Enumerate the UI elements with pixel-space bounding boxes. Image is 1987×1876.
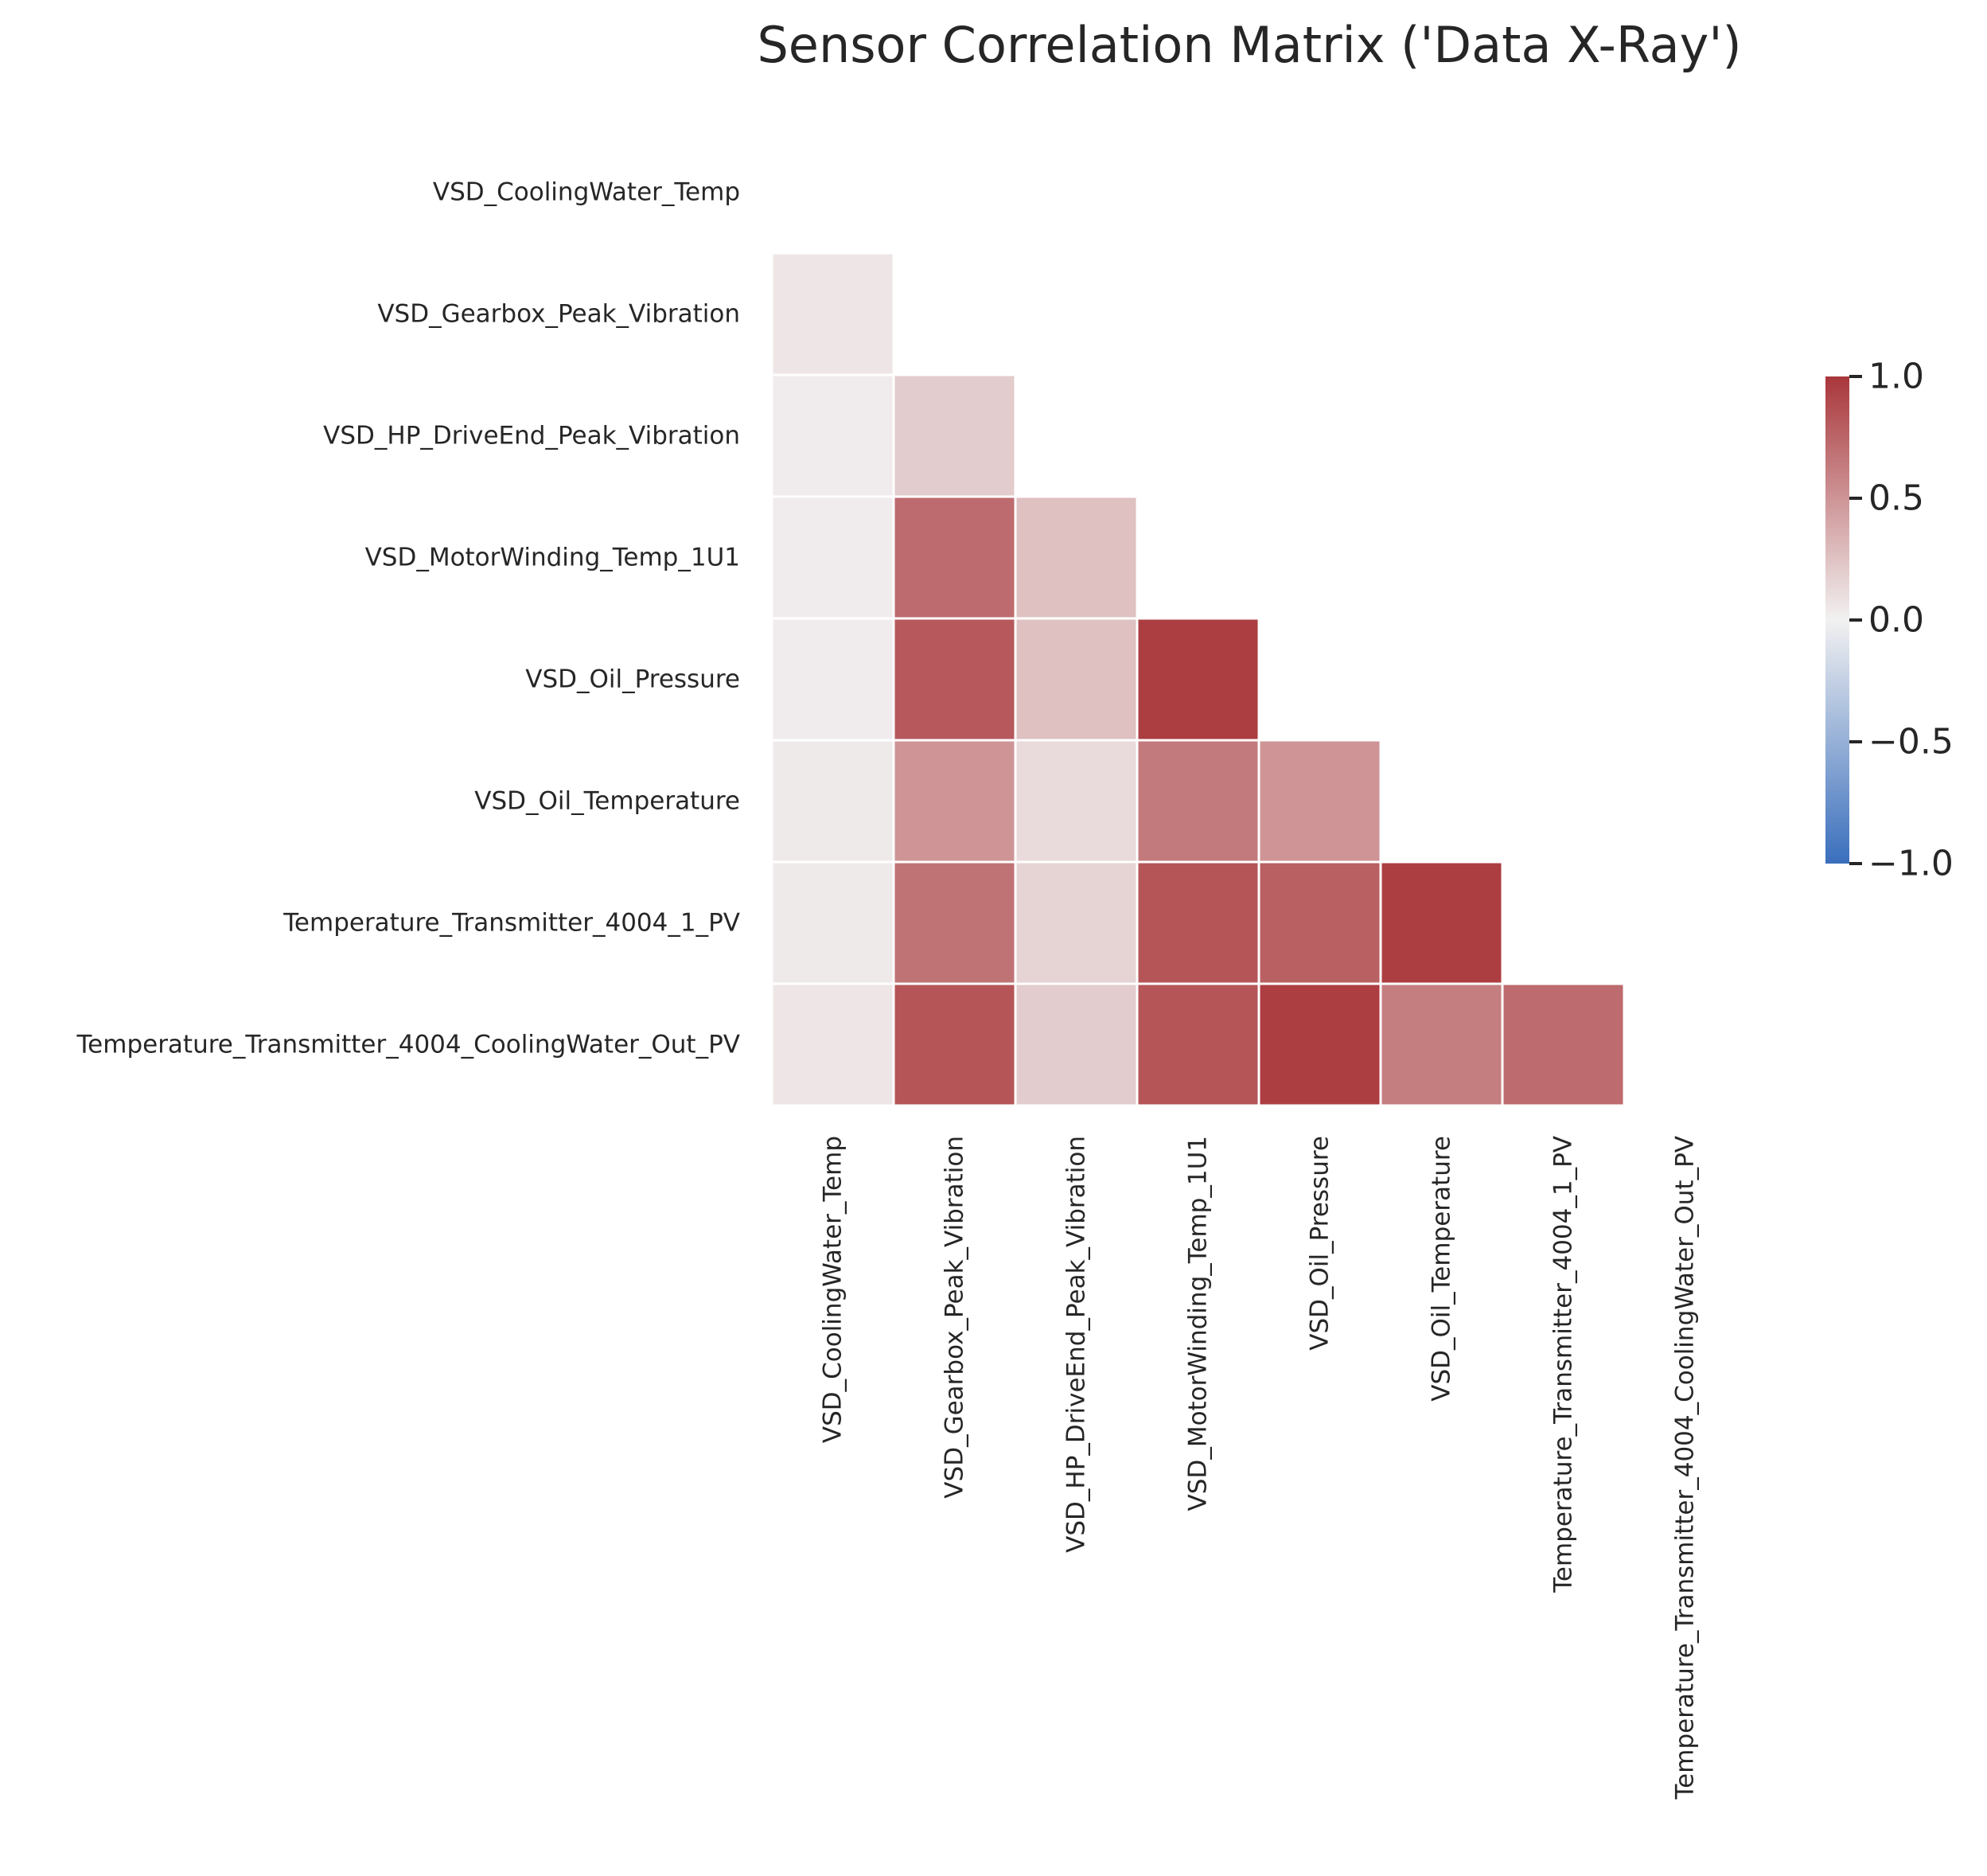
colorbar: 1.0 0.5 0.0 −0.5 −1.0 [1825, 357, 1954, 884]
row-label: VSD_Gearbox_Peak_Vibration [377, 300, 740, 329]
heatmap-cell [1138, 863, 1258, 983]
row-label: VSD_Oil_Temperature [474, 787, 740, 816]
chart-title: Sensor Correlation Matrix ('Data X-Ray') [757, 16, 1741, 74]
column-labels: VSD_CoolingWater_Temp VSD_Gearbox_Peak_Vi… [819, 1136, 1700, 1800]
row-label: VSD_Oil_Pressure [525, 665, 740, 694]
row-label: VSD_MotorWinding_Temp_1U1 [365, 544, 740, 572]
colorbar-gradient [1825, 376, 1849, 864]
column-label: VSD_Oil_Pressure [1306, 1136, 1334, 1351]
heatmap-cell [773, 254, 893, 374]
row-label: VSD_CoolingWater_Temp [433, 178, 740, 207]
heatmap-cell [773, 985, 893, 1105]
heatmap-cell [1016, 497, 1136, 618]
heatmap-cell [773, 497, 893, 618]
column-label: Temperature_Transmitter_4004_1_PV [1549, 1136, 1578, 1593]
heatmap-cell [894, 619, 1015, 739]
heatmap-cell [1381, 863, 1502, 983]
heatmap-cells [773, 254, 1623, 1105]
column-label: VSD_Oil_Temperature [1428, 1136, 1456, 1402]
column-label: VSD_HP_DriveEnd_Peak_Vibration [1062, 1136, 1091, 1553]
heatmap-cell [894, 741, 1015, 861]
heatmap-cell [1503, 985, 1623, 1105]
heatmap-cell [894, 985, 1015, 1105]
column-label: VSD_MotorWinding_Temp_1U1 [1184, 1136, 1213, 1511]
colorbar-tick-label: 0.0 [1868, 600, 1924, 641]
heatmap-cell [1260, 741, 1380, 861]
heatmap-cell [894, 497, 1015, 618]
colorbar-tick-label: −0.5 [1868, 722, 1954, 762]
heatmap-cell [773, 376, 893, 496]
heatmap-cell [1016, 985, 1136, 1105]
row-label: Temperature_Transmitter_4004_1_PV [282, 909, 740, 938]
heatmap-cell [1260, 985, 1380, 1105]
heatmap-cell [1260, 863, 1380, 983]
heatmap-cell [773, 741, 893, 861]
colorbar-tick-label: −1.0 [1868, 844, 1954, 884]
heatmap-cell [1016, 619, 1136, 739]
heatmap-cell [773, 619, 893, 739]
heatmap-cell [1016, 863, 1136, 983]
heatmap-cell [894, 376, 1015, 496]
colorbar-tick-label: 1.0 [1868, 357, 1924, 397]
heatmap-cell [773, 863, 893, 983]
colorbar-tick-label: 0.5 [1868, 478, 1924, 519]
heatmap-cell [1138, 985, 1258, 1105]
column-label: Temperature_Transmitter_4004_CoolingWate… [1671, 1136, 1700, 1800]
row-label: Temperature_Transmitter_4004_CoolingWate… [76, 1031, 741, 1059]
heatmap-cell [1381, 985, 1502, 1105]
column-label: VSD_CoolingWater_Temp [819, 1136, 847, 1443]
column-label: VSD_Gearbox_Peak_Vibration [941, 1136, 969, 1499]
heatmap-cell [894, 863, 1015, 983]
heatmap-cell [1138, 741, 1258, 861]
row-labels: VSD_CoolingWater_Temp VSD_Gearbox_Peak_Vi… [76, 178, 741, 1059]
heatmap-cell [1138, 619, 1258, 739]
heatmap-cell [1016, 741, 1136, 861]
row-label: VSD_HP_DriveEnd_Peak_Vibration [323, 422, 740, 450]
